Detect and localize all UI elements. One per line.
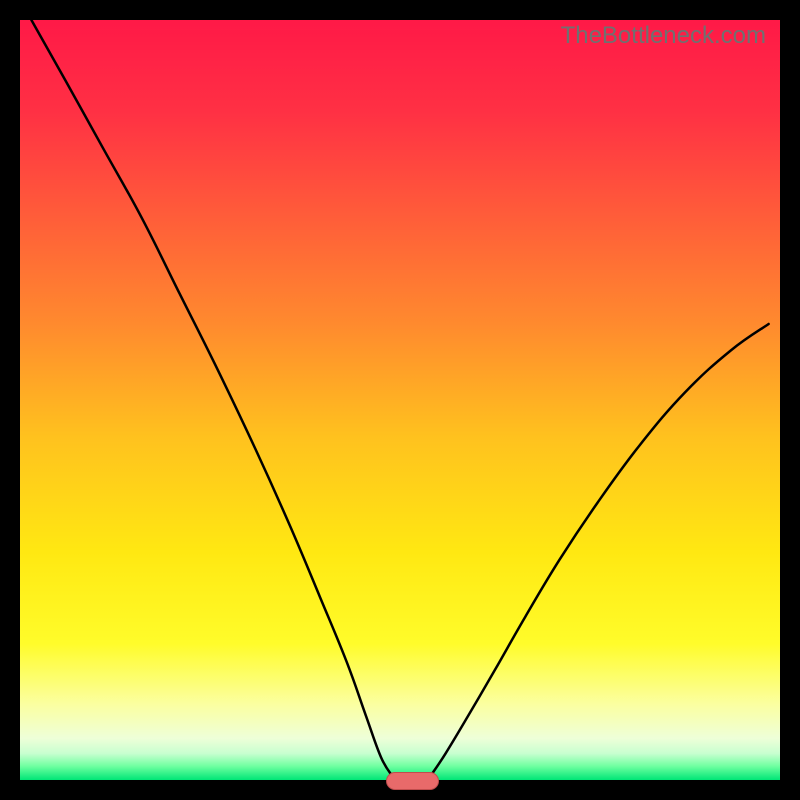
- plot-area: TheBottleneck.com: [20, 20, 780, 780]
- optimal-marker: [386, 772, 440, 789]
- bottleneck-curve: [20, 20, 780, 780]
- chart-frame: TheBottleneck.com: [0, 0, 800, 800]
- watermark-text: TheBottleneck.com: [561, 22, 766, 50]
